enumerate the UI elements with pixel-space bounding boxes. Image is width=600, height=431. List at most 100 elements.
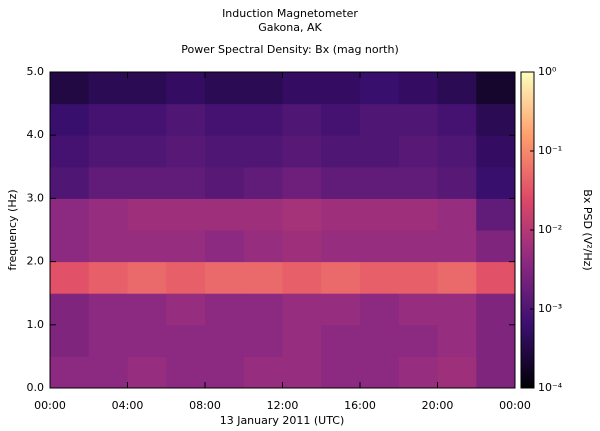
heatmap-cell [205, 72, 245, 105]
heatmap-cell [437, 135, 477, 168]
heatmap-cell [321, 293, 361, 326]
heatmap-cell [321, 198, 361, 231]
heatmap-cell [476, 230, 516, 263]
colorbar-tick-label: 10⁻³ [538, 302, 562, 315]
x-tick-label: 04:00 [112, 399, 144, 412]
heatmap-cell [360, 261, 400, 294]
heatmap-cell [282, 103, 322, 136]
y-tick-label: 0.0 [27, 381, 45, 394]
heatmap-cell [243, 293, 283, 326]
heatmap-cell [205, 324, 245, 357]
chart-subtitle: Gakona, AK [258, 21, 322, 34]
heatmap-cell [282, 166, 322, 199]
heatmap-cell [205, 230, 245, 263]
colorbar-tick-label: 10⁰ [538, 65, 557, 78]
heatmap-cell [127, 230, 167, 263]
heatmap-cell [50, 72, 90, 105]
heatmap-cell [282, 198, 322, 231]
heatmap-cell [88, 72, 128, 105]
heatmap-cell [166, 293, 206, 326]
y-axis-label: frequency (Hz) [6, 189, 19, 270]
heatmap-cell [398, 72, 438, 105]
colorbar-tick-label: 10⁻⁴ [538, 381, 563, 394]
heatmap-cell [88, 261, 128, 294]
heatmap-cell [437, 230, 477, 263]
heatmap-cell [243, 166, 283, 199]
x-axis-label: 13 January 2011 (UTC) [220, 414, 345, 427]
heatmap-cell [398, 166, 438, 199]
heatmap-cell [50, 261, 90, 294]
heatmap-cell [321, 261, 361, 294]
colorbar-tick-label: 10⁻² [538, 223, 562, 236]
heatmap-cell [50, 198, 90, 231]
heatmap-cell [166, 324, 206, 357]
heatmap-cell [398, 198, 438, 231]
heatmap-cell [437, 324, 477, 357]
heatmap-cell [398, 135, 438, 168]
heatmap-cell [360, 356, 400, 389]
heatmap-cell [88, 166, 128, 199]
heatmap-cell [205, 261, 245, 294]
heatmap-cell [205, 356, 245, 389]
heatmap-cell [476, 356, 516, 389]
heatmap-cell [282, 324, 322, 357]
y-tick-label: 4.0 [27, 128, 45, 141]
heatmap-cell [166, 356, 206, 389]
heatmap-cell [127, 166, 167, 199]
heatmap-cell [50, 356, 90, 389]
heatmap-cell [243, 72, 283, 105]
heatmap-cell [282, 293, 322, 326]
heatmap-cell [437, 198, 477, 231]
heatmap-cell [243, 198, 283, 231]
heatmap-cell [127, 356, 167, 389]
heatmap-cell [321, 166, 361, 199]
heatmap-cell [282, 230, 322, 263]
heatmap-cell [243, 324, 283, 357]
heatmap-cell [205, 135, 245, 168]
heatmap-cell [360, 198, 400, 231]
colorbar-label: Bx PSD (V²/Hz) [581, 189, 594, 270]
x-tick-label: 16:00 [344, 399, 376, 412]
heatmap-cell [321, 103, 361, 136]
heatmap-cell [50, 230, 90, 263]
heatmap-cell [476, 103, 516, 136]
heatmap-cell [476, 198, 516, 231]
heatmap-cell [88, 356, 128, 389]
heatmap-cell [205, 103, 245, 136]
heatmap-cell [437, 356, 477, 389]
heatmap-cell [476, 72, 516, 105]
heatmap-cell [321, 135, 361, 168]
heatmap-cell [127, 198, 167, 231]
heatmap-cell [476, 166, 516, 199]
x-tick-label: 08:00 [189, 399, 221, 412]
heatmap-cell [282, 72, 322, 105]
plot-title: Power Spectral Density: Bx (mag north) [181, 43, 398, 56]
heatmap-cell [166, 230, 206, 263]
heatmap-cell [88, 324, 128, 357]
heatmap-cell [127, 72, 167, 105]
heatmap-cell [360, 72, 400, 105]
heatmap-cell [88, 135, 128, 168]
heatmap-cell [437, 261, 477, 294]
y-tick-label: 1.0 [27, 318, 45, 331]
heatmap-cell [243, 261, 283, 294]
heatmap-cell [205, 198, 245, 231]
heatmap-cell [282, 261, 322, 294]
heatmap-cell [398, 230, 438, 263]
heatmap-cell [166, 72, 206, 105]
heatmap-cell [321, 72, 361, 105]
heatmap-cell [398, 103, 438, 136]
heatmap-cell [127, 293, 167, 326]
colorbar-tick-label: 10⁻¹ [538, 144, 562, 157]
x-tick-label: 12:00 [267, 399, 299, 412]
heatmap-cell [50, 293, 90, 326]
heatmap-cell [437, 72, 477, 105]
heatmap-cell [360, 166, 400, 199]
chart-title: Induction Magnetometer [222, 7, 358, 20]
heatmap-cell [398, 324, 438, 357]
heatmap-cell [166, 103, 206, 136]
heatmap-cell [88, 293, 128, 326]
y-tick-label: 5.0 [27, 65, 45, 78]
heatmap-cell [205, 293, 245, 326]
